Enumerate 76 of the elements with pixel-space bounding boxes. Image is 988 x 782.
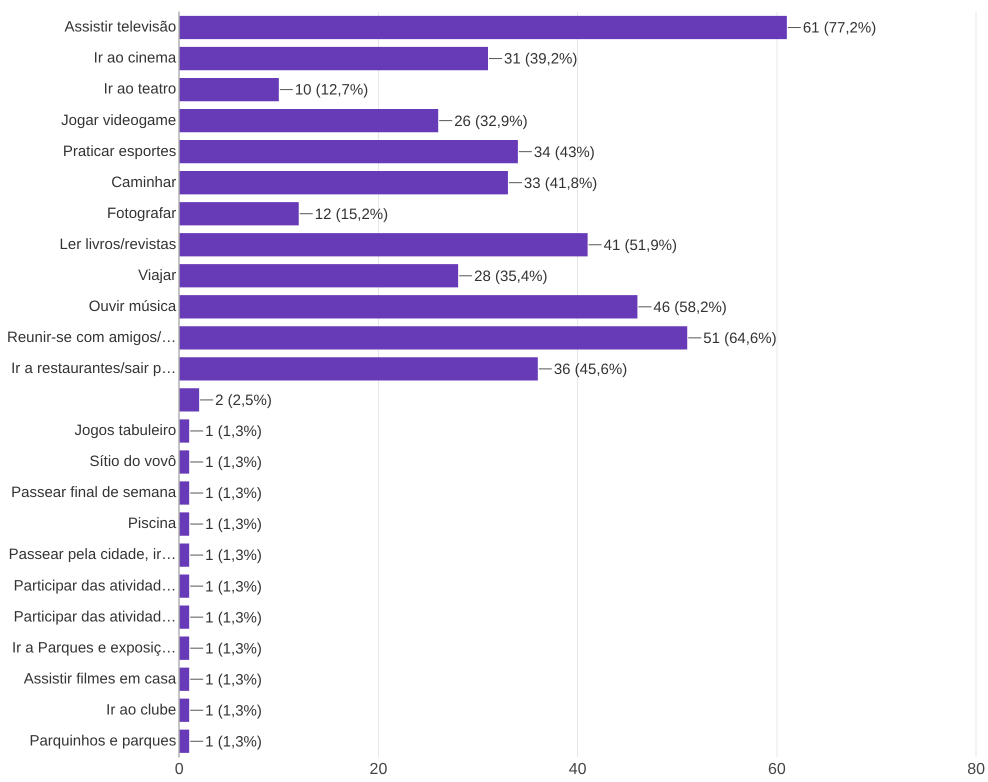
- bar: [180, 46, 488, 70]
- data-label: 1 (1,3%): [205, 702, 262, 720]
- bar: [180, 388, 200, 412]
- data-label: 26 (32,9%): [454, 112, 528, 130]
- y-tick-label: Passear final de semana: [11, 484, 177, 502]
- data-label: 2 (2,5%): [215, 392, 272, 410]
- y-tick-label: Ir ao teatro: [104, 80, 176, 98]
- x-tick-label: 20: [370, 760, 388, 778]
- x-tick-label: 40: [568, 760, 587, 778]
- bar: [180, 108, 438, 132]
- y-tick-label: Participar das atividad…: [14, 577, 176, 594]
- bar: [180, 357, 538, 381]
- bar: [180, 78, 279, 102]
- data-label: 12 (15,2%): [314, 206, 388, 223]
- data-label: 1 (1,3%): [205, 547, 262, 564]
- bar: [180, 295, 638, 318]
- data-label: 61 (77,2%): [802, 20, 876, 37]
- y-tick-label: Jogar videogame: [61, 112, 176, 129]
- bar: [180, 481, 190, 505]
- bar: [180, 233, 588, 256]
- data-label: 33 (41,8%): [524, 174, 598, 192]
- x-tick-label: 80: [967, 760, 986, 778]
- data-label: 31 (39,2%): [504, 50, 578, 68]
- data-label: 36 (45,6%): [554, 361, 628, 378]
- y-tick-label: Assistir filmes em casa: [24, 670, 177, 688]
- y-tick-label: Ouvir música: [88, 298, 177, 315]
- bar: [180, 543, 190, 567]
- data-label: 10 (12,7%): [294, 82, 368, 99]
- x-tick-label: 60: [768, 760, 786, 778]
- y-tick-label: Viajar: [138, 266, 176, 284]
- y-tick-label: Ir ao cinema: [94, 50, 177, 67]
- data-label: 1 (1,3%): [205, 454, 262, 472]
- y-tick-label: Fotografar: [107, 204, 176, 222]
- y-tick-label: Assistir televisão: [64, 18, 176, 36]
- data-label: 1 (1,3%): [205, 640, 262, 658]
- y-tick-label: Ir a Parques e exposiç…: [12, 639, 176, 656]
- data-label: 28 (35,4%): [474, 268, 548, 285]
- y-tick-label: Participar das atividad…: [14, 608, 176, 626]
- bar: [180, 264, 458, 288]
- y-tick-label: Reunir-se com amigos/…: [7, 328, 176, 346]
- bar: [180, 16, 787, 40]
- y-tick-label: Parquinhos e parques: [29, 732, 176, 750]
- y-tick-label: Jogos tabuleiro: [74, 422, 176, 440]
- bar: [180, 450, 190, 474]
- bar: [180, 730, 190, 753]
- data-label: 1 (1,3%): [205, 609, 262, 626]
- y-tick-label: Passear pela cidade, ir…: [8, 546, 176, 564]
- data-label: 1 (1,3%): [205, 578, 262, 596]
- data-label: 51 (64,6%): [703, 330, 777, 347]
- bar: [180, 512, 190, 536]
- bar: [180, 668, 190, 691]
- data-label: 41 (51,9%): [604, 236, 677, 254]
- x-tick-label: 0: [174, 760, 184, 778]
- bar: [180, 419, 190, 443]
- bar: [180, 698, 190, 722]
- y-tick-label: Caminhar: [111, 174, 176, 191]
- data-label: 1 (1,3%): [205, 516, 262, 534]
- bar: [180, 574, 190, 598]
- bar: [180, 171, 508, 194]
- data-label: 34 (43%): [534, 144, 595, 161]
- y-tick-label: Ler livros/revistas: [60, 236, 176, 253]
- bar: [180, 606, 190, 629]
- data-label: 1 (1,3%): [205, 423, 262, 440]
- data-label: 1 (1,3%): [205, 733, 262, 750]
- data-label: 46 (58,2%): [653, 298, 727, 316]
- y-tick-label: Ir ao clube: [106, 701, 176, 718]
- data-label: 1 (1,3%): [205, 485, 262, 502]
- y-tick-label: Piscina: [128, 515, 177, 532]
- y-tick-label: Ir a restaurantes/sair p…: [11, 360, 176, 378]
- bar: [180, 636, 190, 660]
- bar: [180, 140, 518, 164]
- bar: [180, 202, 299, 226]
- data-label: 1 (1,3%): [205, 671, 262, 688]
- y-tick-label: Sítio do vovô: [90, 453, 176, 470]
- y-tick-label: Praticar esportes: [62, 142, 176, 160]
- bar: [180, 326, 688, 350]
